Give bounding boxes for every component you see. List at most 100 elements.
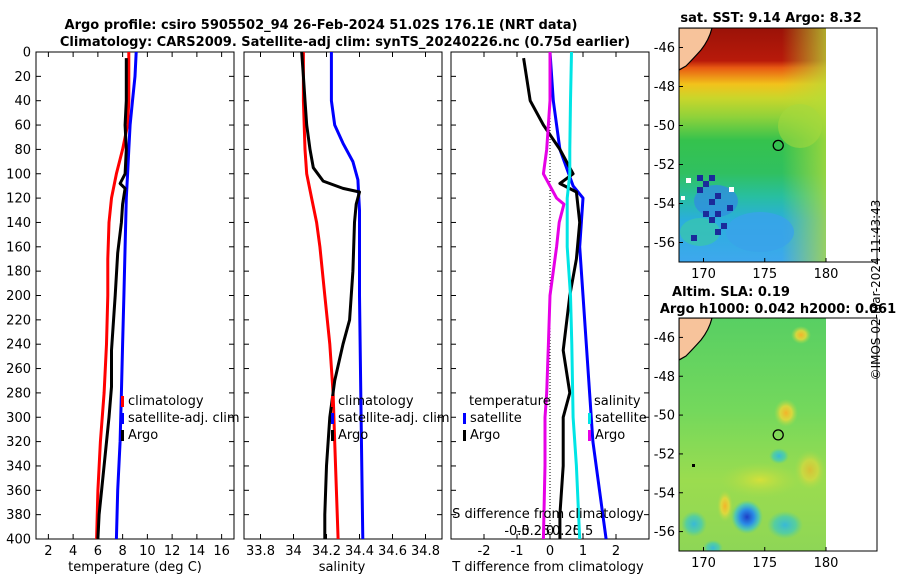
- x-tick-label: 2: [44, 544, 52, 559]
- y-tick-label: 60: [14, 119, 31, 134]
- y-tick-label: 400: [6, 533, 31, 548]
- sst-land-new-zealand: [679, 28, 713, 71]
- legend-label-argo: Argo: [128, 428, 158, 443]
- legend-label-satellite-clim: satellite-adj. clim: [128, 411, 240, 426]
- y-tick-label: 240: [6, 338, 31, 353]
- x-tick-label: 34.2: [312, 544, 341, 559]
- legend-swatch-climatology: [331, 396, 334, 407]
- x-tick-label: 0: [546, 544, 554, 559]
- x-tick-label: 33.8: [246, 544, 275, 559]
- salinity-panel: 33.8 34 34.2 34.4 34.6 34.8 climatology satel…: [243, 51, 450, 575]
- legend-label-argo: Argo: [338, 428, 368, 443]
- map-x-tick-label: 170: [691, 556, 716, 571]
- map-y-tick-label: -54: [654, 486, 675, 501]
- legend-label-climatology: climatology: [338, 394, 414, 409]
- x-tick-label: 34.8: [411, 544, 440, 559]
- map-y-tick-label: -56: [654, 525, 675, 540]
- legend-swatch-climatology: [121, 396, 124, 407]
- x-tick-label: 8: [118, 544, 126, 559]
- y-tick-label: 300: [6, 411, 31, 426]
- sla-map-frame: [678, 317, 878, 552]
- sst-field: [679, 28, 826, 262]
- series-line-temperature-argo: [522, 57, 582, 539]
- map-y-tick-label: -50: [654, 409, 675, 424]
- x-tick-label: 16: [213, 544, 230, 559]
- sla-low-eddy: [767, 511, 803, 539]
- y-tick-label: 120: [6, 192, 31, 207]
- sla-high-eddy: [717, 490, 733, 522]
- legend-label-sal-satellite: satellite: [595, 411, 647, 426]
- sla-map-title: Altim. SLA: 0.19: [672, 285, 790, 300]
- salinity-diff-legend: salinity satellite Argo: [588, 394, 647, 443]
- x-tick-label: 12: [164, 544, 181, 559]
- map-y-tick-label: -52: [654, 158, 675, 173]
- sla-high-band: [720, 462, 800, 498]
- sla-land-new-zealand: [679, 318, 713, 361]
- sla-high-eddy: [791, 326, 811, 344]
- legend-label-temp-satellite: satellite: [470, 411, 522, 426]
- sst-cool-patch: [680, 218, 720, 246]
- sla-low-eddy: [681, 511, 707, 537]
- sla-missing-pixel: [692, 464, 695, 467]
- sst-map-ticks: -46 -48 -50 -52 -54 -56 170 175 180: [654, 41, 839, 282]
- legend-swatch-argo: [121, 430, 124, 441]
- series-line-climatology: [301, 52, 340, 539]
- figure-title-line1: Argo profile: csiro 5905502_94 26-Feb-20…: [65, 18, 578, 33]
- y-tick-label: 40: [14, 94, 31, 109]
- map-y-tick-label: -54: [654, 197, 675, 212]
- y-tick-label: 340: [6, 459, 31, 474]
- map-y-tick-label: -56: [654, 236, 675, 251]
- x-tick-label: 14: [189, 544, 206, 559]
- x-tick-label: -2: [478, 544, 491, 559]
- imos-timestamp-text: ©IMOS 02-Mar-2024 11:43:43: [869, 199, 883, 381]
- y-tick-label: 260: [6, 362, 31, 377]
- map-y-tick-label: -48: [654, 370, 675, 385]
- map-y-tick-label: -52: [654, 447, 675, 462]
- salinity-diff-axis-label: S difference from climatology: [452, 507, 644, 522]
- difference-lines: [522, 52, 608, 539]
- s-diff-tick-label: -0.25: [517, 524, 551, 539]
- sla-low-eddy: [703, 540, 723, 551]
- legend-title-temperature: temperature: [469, 394, 551, 409]
- map-x-tick-label: 175: [752, 556, 777, 571]
- map-y-tick-label: -46: [654, 331, 675, 346]
- series-line-argo: [96, 58, 128, 539]
- y-tick-label: 180: [6, 265, 31, 280]
- legend-swatch-temp-argo: [463, 430, 466, 441]
- sst-warm-patch: [778, 104, 822, 148]
- x-tick-label: 10: [139, 544, 156, 559]
- y-tick-label: 380: [6, 508, 31, 523]
- salinity-xlabel: salinity: [319, 560, 366, 575]
- map-x-tick-label: 180: [814, 267, 839, 282]
- temperature-diff-legend: temperature satellite Argo: [463, 394, 551, 443]
- series-line-argo: [300, 52, 361, 539]
- sla-low-eddy: [769, 448, 789, 464]
- sst-cold-patch: [726, 212, 794, 252]
- salinity-lines: [300, 52, 365, 539]
- figure-title-line2: Climatology: CARS2009. Satellite-adj cli…: [60, 35, 630, 50]
- x-tick-label: 34.6: [378, 544, 407, 559]
- x-tick-label: 34.4: [345, 544, 374, 559]
- legend-swatch-satellite-clim: [331, 413, 334, 424]
- y-tick-label: 320: [6, 435, 31, 450]
- temperature-legend: climatology satellite-adj. clim Argo: [121, 394, 240, 443]
- salinity-ticks: 33.8 34 34.2 34.4 34.6 34.8: [244, 51, 442, 559]
- legend-label-climatology: climatology: [128, 394, 204, 409]
- series-line-salinity-argo: [541, 52, 566, 539]
- temperature-ticks: 0 20 40 60 80 100 120 140 160 180 200 220 240 260 280 3…: [6, 46, 234, 559]
- legend-swatch-sal-satellite: [588, 413, 591, 424]
- sla-map-ticks: -46 -48 -50 -52 -54 -56 170 175 180: [654, 331, 839, 571]
- map-y-tick-label: -46: [654, 41, 675, 56]
- y-tick-label: 20: [14, 70, 31, 85]
- y-tick-label: 280: [6, 386, 31, 401]
- y-tick-label: 140: [6, 216, 31, 231]
- y-tick-label: 0: [23, 46, 31, 61]
- series-line-temperature-satellite: [548, 52, 608, 539]
- legend-title-salinity: salinity: [594, 394, 641, 409]
- sla-map-subtitle: Argo h1000: 0.042 h2000: 0.061: [660, 302, 896, 317]
- x-tick-label: 34: [285, 544, 302, 559]
- legend-swatch-satellite-clim: [121, 413, 124, 424]
- y-tick-label: 80: [14, 143, 31, 158]
- x-tick-label: -1: [511, 544, 524, 559]
